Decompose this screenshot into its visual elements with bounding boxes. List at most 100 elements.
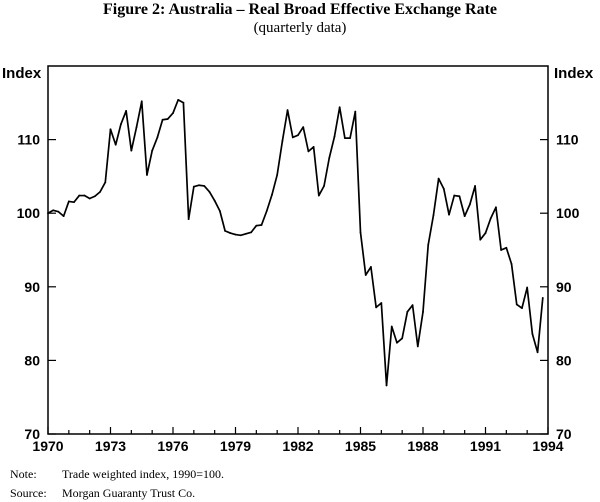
data-point xyxy=(396,341,398,344)
data-point xyxy=(229,232,232,234)
data-point xyxy=(218,210,221,212)
data-point xyxy=(93,195,96,198)
data-point xyxy=(151,149,154,152)
data-point xyxy=(536,351,539,354)
data-point xyxy=(531,333,534,335)
series-line xyxy=(47,99,544,387)
data-point xyxy=(317,194,320,197)
data-point xyxy=(484,232,487,234)
data-point xyxy=(276,174,279,176)
x-tick-label: 1979 xyxy=(220,438,251,454)
data-point xyxy=(463,215,466,218)
data-point xyxy=(265,210,268,212)
data-point xyxy=(177,98,180,101)
data-point xyxy=(146,174,148,176)
data-point xyxy=(250,231,253,234)
y-tick-label-right: 100 xyxy=(556,205,580,221)
data-point xyxy=(130,149,133,152)
data-point xyxy=(192,185,195,188)
data-point xyxy=(245,232,247,235)
data-point xyxy=(453,194,456,197)
y-tick-label-left: 100 xyxy=(17,205,41,221)
data-point xyxy=(401,337,404,340)
data-point xyxy=(458,195,461,198)
data-point xyxy=(187,218,190,220)
data-point xyxy=(120,123,122,126)
data-point xyxy=(333,135,336,138)
data-point xyxy=(52,209,55,212)
data-point xyxy=(479,238,482,241)
data-point xyxy=(354,110,357,113)
data-point xyxy=(505,246,508,249)
y-tick-label-right: 110 xyxy=(556,132,579,148)
data-point xyxy=(286,109,289,112)
data-point xyxy=(83,194,86,197)
data-point xyxy=(526,286,529,289)
data-point xyxy=(380,302,383,304)
data-point xyxy=(338,106,341,109)
x-tick-label: 1994 xyxy=(532,438,563,454)
data-point xyxy=(442,188,445,190)
data-point xyxy=(62,215,65,218)
data-point xyxy=(203,185,206,187)
data-point xyxy=(323,185,325,187)
data-point xyxy=(385,384,388,387)
data-point xyxy=(521,307,523,310)
x-tick-label: 1988 xyxy=(407,438,438,454)
data-point xyxy=(515,303,518,306)
data-point xyxy=(349,137,351,140)
data-points xyxy=(47,98,544,387)
data-point xyxy=(234,233,237,236)
data-point xyxy=(291,136,294,139)
data-point xyxy=(140,100,143,103)
data-point xyxy=(114,143,117,146)
data-point xyxy=(406,310,409,313)
data-point xyxy=(109,128,112,131)
data-point xyxy=(67,200,70,203)
data-point xyxy=(255,224,258,227)
data-point xyxy=(99,190,101,193)
x-tick-label: 1973 xyxy=(95,438,126,454)
data-point xyxy=(448,213,450,216)
data-point xyxy=(297,134,299,137)
data-point xyxy=(390,325,393,328)
data-point xyxy=(370,266,372,268)
data-point xyxy=(182,101,185,104)
x-tick-label: 1970 xyxy=(32,438,63,454)
axis-ticks xyxy=(47,139,549,435)
data-point xyxy=(510,263,513,265)
x-tick-label: 1976 xyxy=(157,438,188,454)
data-point xyxy=(78,194,81,197)
data-point xyxy=(271,193,273,196)
data-point xyxy=(104,181,107,184)
x-tick-label: 1982 xyxy=(282,438,313,454)
data-point xyxy=(88,197,91,200)
data-point xyxy=(307,150,310,153)
data-point xyxy=(125,110,128,112)
data-point xyxy=(328,157,331,159)
data-point xyxy=(198,184,200,187)
plot-frame xyxy=(47,65,549,435)
y-tick-label-left: 70 xyxy=(24,426,40,442)
data-point xyxy=(260,224,263,226)
data-point xyxy=(500,249,503,251)
data-point xyxy=(359,231,362,234)
data-point xyxy=(312,146,315,148)
data-point xyxy=(156,136,159,139)
y-tick-labels-left: 70 80 90 100 110 xyxy=(17,132,41,442)
y-tick-label-right: 70 xyxy=(556,426,572,442)
data-point xyxy=(224,229,226,232)
data-point xyxy=(416,345,419,348)
y-tick-labels-right: 70 80 90 100 110 xyxy=(556,132,580,442)
data-point xyxy=(343,137,346,140)
source-text: Morgan Guaranty Trust Co. xyxy=(62,486,195,500)
data-point xyxy=(489,217,492,220)
y-axis-title-right: Index xyxy=(554,65,594,82)
chart-title: Figure 2: Australia – Real Broad Effecti… xyxy=(103,1,497,18)
data-point xyxy=(239,234,242,237)
data-point xyxy=(468,203,471,206)
data-point xyxy=(437,177,440,180)
data-point xyxy=(432,214,435,217)
x-tick-label: 1985 xyxy=(345,438,376,454)
